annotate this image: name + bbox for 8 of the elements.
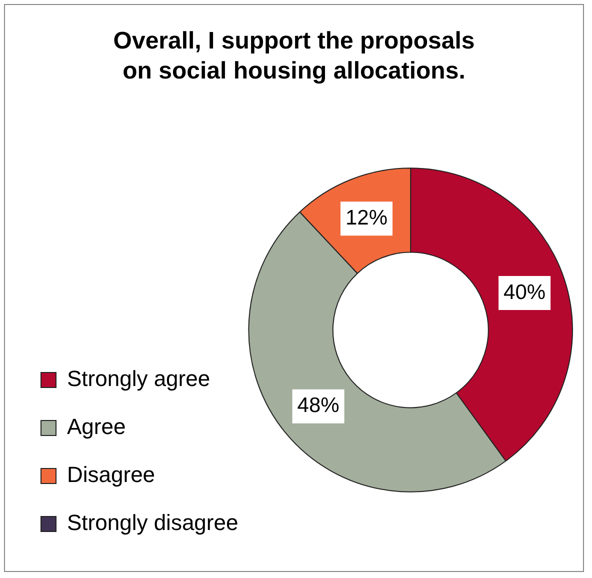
data-label: 48% (297, 394, 340, 418)
legend-label: Strongly agree (67, 366, 210, 392)
legend-label: Disagree (67, 462, 156, 488)
data-label: 40% (504, 280, 546, 304)
chart-title: Overall, I support the proposals on social housing allocations. (113, 28, 475, 85)
data-label: 12% (345, 206, 388, 230)
legend-label: Strongly disagree (67, 510, 238, 536)
legend-label: Agree (67, 414, 126, 440)
